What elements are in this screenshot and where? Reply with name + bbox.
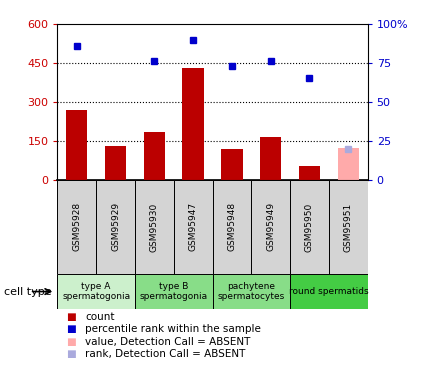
Bar <box>329 180 368 274</box>
Bar <box>212 180 251 274</box>
Text: round spermatids: round spermatids <box>289 287 368 296</box>
Bar <box>260 137 281 180</box>
Bar <box>221 149 243 180</box>
Bar <box>105 146 126 180</box>
Text: ■: ■ <box>66 324 76 334</box>
Text: count: count <box>85 312 114 322</box>
Bar <box>57 180 96 274</box>
Bar <box>66 110 88 180</box>
Bar <box>337 148 359 180</box>
Text: ■: ■ <box>66 312 76 322</box>
Bar <box>299 166 320 180</box>
Text: type B
spermatogonia: type B spermatogonia <box>140 282 208 301</box>
Bar <box>212 274 290 309</box>
Text: value, Detection Call = ABSENT: value, Detection Call = ABSENT <box>85 337 250 346</box>
Bar <box>251 180 290 274</box>
Text: GSM95929: GSM95929 <box>111 202 120 251</box>
Text: GSM95947: GSM95947 <box>189 202 198 251</box>
Bar <box>96 180 135 274</box>
Text: GSM95928: GSM95928 <box>72 202 81 251</box>
Bar <box>174 180 212 274</box>
Text: GSM95949: GSM95949 <box>266 202 275 251</box>
Text: rank, Detection Call = ABSENT: rank, Detection Call = ABSENT <box>85 349 245 359</box>
Text: GSM95951: GSM95951 <box>344 202 353 252</box>
Text: percentile rank within the sample: percentile rank within the sample <box>85 324 261 334</box>
Bar <box>290 180 329 274</box>
Bar <box>290 274 368 309</box>
Text: type A
spermatogonia: type A spermatogonia <box>62 282 130 301</box>
Bar <box>57 274 135 309</box>
Text: ■: ■ <box>66 337 76 346</box>
Bar <box>135 180 174 274</box>
Text: pachytene
spermatocytes: pachytene spermatocytes <box>218 282 285 301</box>
Text: GSM95930: GSM95930 <box>150 202 159 252</box>
Text: cell type: cell type <box>4 286 52 297</box>
Bar <box>182 69 204 180</box>
Bar <box>135 274 212 309</box>
Text: ■: ■ <box>66 349 76 359</box>
Bar <box>144 132 165 180</box>
Text: GSM95950: GSM95950 <box>305 202 314 252</box>
Text: GSM95948: GSM95948 <box>227 202 236 251</box>
